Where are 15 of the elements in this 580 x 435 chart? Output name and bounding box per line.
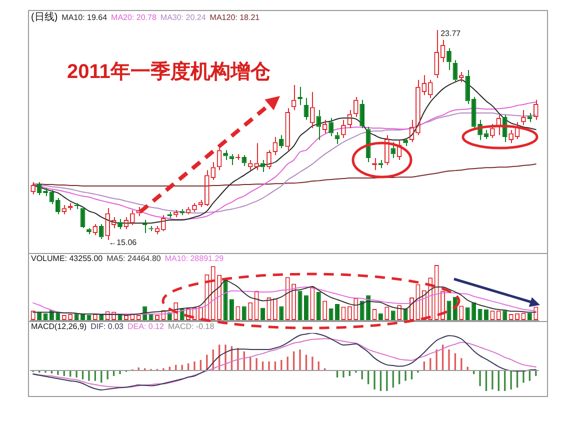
text: DIF: 0.03	[90, 322, 124, 332]
chart-subtitle: (日线)	[31, 12, 58, 23]
text: DEA: 0.12	[127, 322, 164, 332]
text: MA5: 24464.80	[106, 254, 161, 264]
text: 2011年一季度机构增仓	[67, 61, 270, 83]
text: MA30: 20.24	[160, 13, 206, 23]
text: MACD: -0.18	[168, 322, 214, 332]
annotation: 23.77	[440, 29, 462, 38]
text: MA10: 28891.29	[164, 254, 224, 264]
chart-subtitle: VOLUME: 43255.00	[31, 254, 103, 264]
annotation: ←15.06	[108, 238, 138, 248]
text: MA120: 18.21	[210, 13, 260, 23]
text: MA10: 19.64	[62, 13, 108, 23]
chart-subtitle: MACD(12,26,9)	[31, 322, 87, 332]
text: MA20: 20.78	[111, 13, 156, 23]
